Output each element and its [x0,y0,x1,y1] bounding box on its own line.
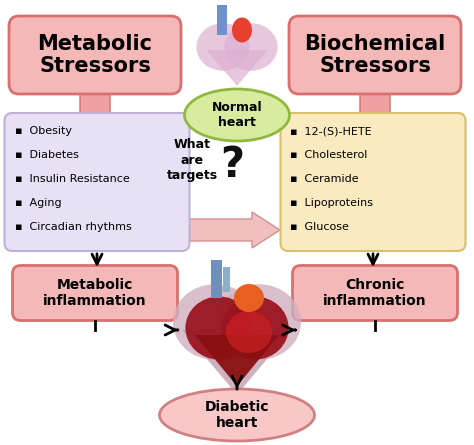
FancyBboxPatch shape [281,113,465,251]
FancyBboxPatch shape [4,113,190,251]
Text: ▪  Circadian rhythms: ▪ Circadian rhythms [15,222,131,232]
FancyBboxPatch shape [12,266,177,320]
Text: ▪  Ceramide: ▪ Ceramide [291,174,359,184]
Ellipse shape [217,284,301,360]
Text: Metabolic
inflammation: Metabolic inflammation [43,278,147,308]
Bar [217,5,227,35]
FancyArrow shape [64,94,126,145]
Text: Biochemical
Stressors: Biochemical Stressors [304,34,446,76]
FancyBboxPatch shape [292,266,457,320]
Text: Chronic
inflammation: Chronic inflammation [323,278,427,308]
Ellipse shape [173,284,257,360]
Ellipse shape [184,89,290,141]
Text: ▪  Cholesterol: ▪ Cholesterol [291,150,368,160]
Text: ▪  Glucose: ▪ Glucose [291,222,349,232]
FancyArrow shape [344,94,406,145]
Text: What
are
targets: What are targets [166,138,218,182]
Ellipse shape [196,23,250,71]
Text: ?: ? [220,144,244,186]
Text: Normal
heart: Normal heart [212,101,262,129]
Text: ▪  Obesity: ▪ Obesity [15,126,72,136]
Polygon shape [182,330,292,395]
FancyArrow shape [170,212,280,248]
Ellipse shape [232,17,252,43]
Text: ▪  Lipoproteins: ▪ Lipoproteins [291,198,374,208]
Ellipse shape [226,311,272,353]
Text: Metabolic
Stressors: Metabolic Stressors [37,34,153,76]
Bar [223,267,230,292]
Ellipse shape [224,23,278,71]
Text: ▪  Diabetes: ▪ Diabetes [15,150,78,160]
FancyBboxPatch shape [9,16,181,94]
FancyBboxPatch shape [289,16,461,94]
Text: ▪  Insulin Resistance: ▪ Insulin Resistance [15,174,129,184]
Ellipse shape [234,284,264,312]
Ellipse shape [185,296,253,360]
Polygon shape [206,50,268,86]
Polygon shape [195,335,279,386]
Text: ▪  Aging: ▪ Aging [15,198,61,208]
Ellipse shape [159,389,315,441]
Bar [211,260,222,298]
Text: Diabetic
heart: Diabetic heart [205,400,269,430]
Text: ▪  12-(S)-HETE: ▪ 12-(S)-HETE [291,126,372,136]
Ellipse shape [221,296,289,360]
